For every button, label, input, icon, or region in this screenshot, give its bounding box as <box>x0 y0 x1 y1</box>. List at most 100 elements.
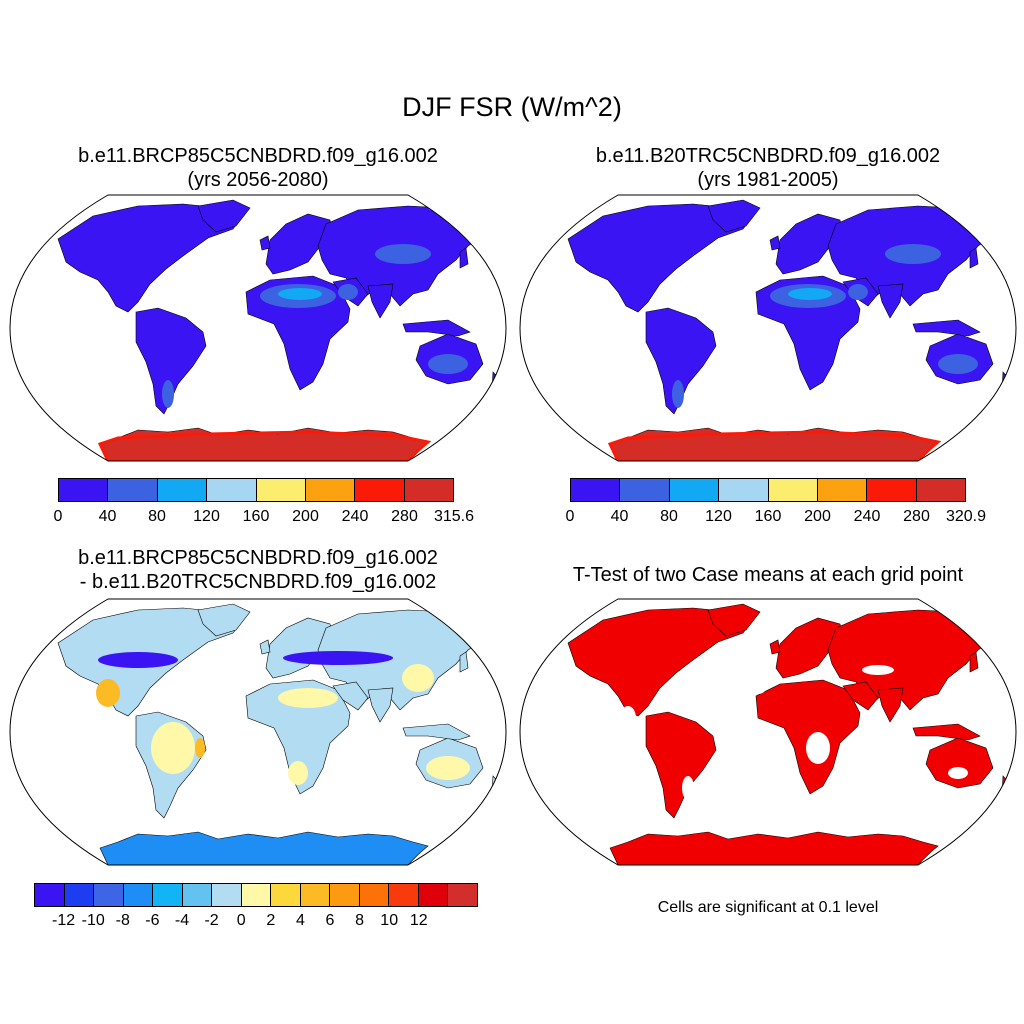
panel-br-title: T-Test of two Case means at each grid po… <box>572 564 964 586</box>
colorbar-swatch <box>867 479 917 501</box>
patagonia-region <box>162 380 174 408</box>
not-significant-spot <box>862 665 894 675</box>
colorbar-tick-label: 280 <box>903 508 930 525</box>
central-asia-region <box>375 244 431 264</box>
colorbar-swatch <box>669 479 720 501</box>
not-significant-spot <box>682 776 694 800</box>
panel-tr-title-line2: (yrs 1981-2005) <box>697 169 839 191</box>
panel-tr-title-line1: b.e11.B20TRC5CNBDRD.f09_g16.002 <box>595 145 941 167</box>
colorbar-tl-ticks: 0 40 80 120 160 200 240 280 315.6 <box>54 508 474 528</box>
not-significant-spot <box>750 682 766 694</box>
colorbar-tick-label: 200 <box>804 508 831 525</box>
colorbar-swatch <box>719 479 769 501</box>
colorbar-swatch <box>768 479 818 501</box>
landmass-japan <box>969 651 979 673</box>
landmass-arab <box>332 681 369 711</box>
brazil-orange-region <box>195 738 205 758</box>
colorbar-swatch <box>620 479 670 501</box>
colorbar-swatch <box>418 884 449 906</box>
central-asia-region <box>885 244 941 264</box>
map-panel-bl <box>9 598 507 866</box>
south-america-yellow-region <box>151 722 195 774</box>
landmass-na <box>567 203 754 313</box>
main-title: DJF FSR (W/m^2) <box>402 92 622 122</box>
colorbar-tick-label: 120 <box>705 508 732 525</box>
panel-tr-title: b.e11.B20TRC5CNBDRD.f09_g16.002 (yrs 198… <box>518 144 1018 192</box>
panel-bl-title-line1: b.e11.BRCP85C5CNBDRD.f09_g16.002 <box>78 547 438 569</box>
colorbar-swatch <box>123 884 154 906</box>
colorbar-swatch <box>207 479 257 501</box>
south-africa-yellow-region <box>288 761 308 785</box>
north-america-dark-band <box>98 652 178 668</box>
colorbar-tr <box>570 478 966 502</box>
map-frame <box>9 598 507 866</box>
arabia-region <box>338 284 358 300</box>
colorbar-tick-label: 80 <box>660 508 678 525</box>
sahara-yellow-region <box>278 688 338 708</box>
colorbar-tick-label: 40 <box>610 508 629 525</box>
colorbar-tick-label: -12 <box>52 912 76 929</box>
colorbar-tick-label: 0 <box>565 508 575 525</box>
colorbar-swatch <box>241 884 272 906</box>
colorbar-swatch <box>59 479 109 501</box>
landmass-indo <box>912 723 981 741</box>
colorbar-tick-label: 160 <box>754 508 782 525</box>
landmass-sa <box>135 307 207 415</box>
colorbar-swatch <box>153 884 183 906</box>
colorbar-swatch <box>35 884 65 906</box>
colorbar-tick-label: 0 <box>53 508 63 525</box>
colorbar-tick-label: 240 <box>341 508 369 525</box>
colorbar-swatch <box>271 884 301 906</box>
not-significant-spot <box>948 767 968 779</box>
colorbar-swatch <box>571 479 621 501</box>
landmass-na <box>567 607 754 717</box>
landmass-india <box>367 283 394 319</box>
sahara-bright-region <box>788 288 832 300</box>
landmass-japan <box>459 247 469 269</box>
colorbar-swatch <box>817 479 868 501</box>
panel-tl-title: b.e11.BRCP85C5CNBDRD.f09_g16.002 (yrs 20… <box>8 144 508 192</box>
landmass-india <box>367 687 394 723</box>
landmass-india <box>877 687 904 723</box>
colorbar-swatch <box>448 884 477 906</box>
landmass-uk <box>259 639 271 655</box>
panel-tl-title-line2: (yrs 2056-2080) <box>187 169 329 191</box>
colorbar-tick-label: 2 <box>266 912 276 929</box>
eurasia-dark-band <box>283 651 393 665</box>
colorbar-swatch <box>389 884 419 906</box>
colorbar-tick-label: 10 <box>380 912 399 929</box>
map-frame <box>519 598 1017 866</box>
colorbar-swatch <box>916 479 965 501</box>
landmass-uk <box>259 235 271 251</box>
panel-bl-title: b.e11.BRCP85C5CNBDRD.f09_g16.002 - b.e11… <box>8 546 508 594</box>
landmass-arab <box>842 681 879 711</box>
colorbar-swatch <box>404 479 453 501</box>
landmass-japan <box>459 651 469 673</box>
colorbar-swatch <box>300 884 331 906</box>
landmass-india <box>877 283 904 319</box>
map-panel-br <box>519 598 1017 866</box>
landmass-afr <box>755 679 861 795</box>
landmass-grn <box>707 199 761 233</box>
landmass-ant <box>99 831 429 865</box>
map-frame <box>9 194 507 462</box>
landmass-afr <box>245 679 351 795</box>
landmass-grn <box>707 603 761 637</box>
colorbar-swatch <box>182 884 213 906</box>
landmass-indo <box>912 319 981 337</box>
colorbar-swatch <box>157 479 208 501</box>
colorbar-swatch <box>359 884 390 906</box>
panel-bl-title-line2: - b.e11.B20TRC5CNBDRD.f09_g16.002 <box>79 571 437 593</box>
landmass-indo <box>402 319 471 337</box>
map-panel-tl <box>9 194 507 462</box>
australia-region <box>938 354 978 374</box>
colorbar-tick-label: 315.6 <box>433 508 475 525</box>
mexico-orange-region <box>96 679 120 707</box>
colorbar-swatch <box>212 884 242 906</box>
landmass-uk <box>769 639 781 655</box>
not-significant-spot <box>620 706 636 730</box>
arabia-region <box>848 284 868 300</box>
landmass-japan <box>969 247 979 269</box>
colorbar-swatch <box>64 884 95 906</box>
antarctica-edge <box>97 430 432 461</box>
